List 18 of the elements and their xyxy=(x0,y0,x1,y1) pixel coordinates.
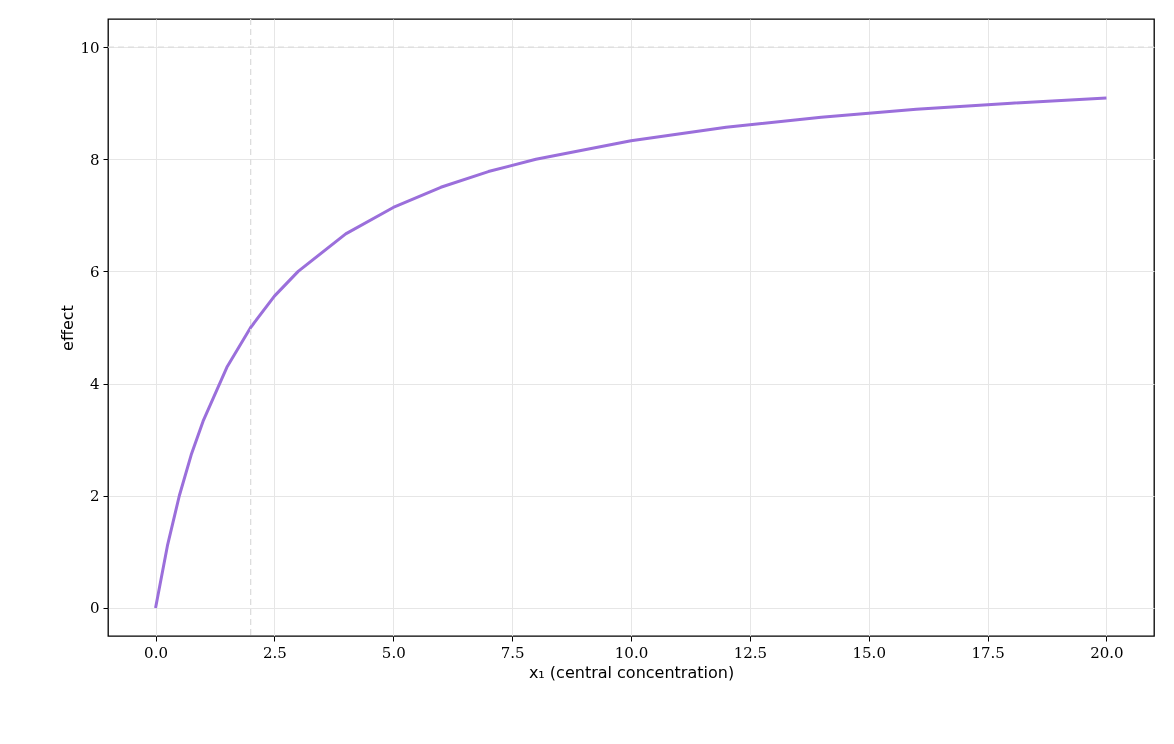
x-tick-label: 7.5 xyxy=(500,643,525,662)
x-tick-label: 10.0 xyxy=(614,643,649,662)
x-tick-label: 0.0 xyxy=(144,643,168,662)
y-tick-label: 8 xyxy=(89,150,100,169)
x-tick-label: 20.0 xyxy=(1090,643,1124,662)
x-tick-label: 2.5 xyxy=(262,643,287,662)
x-tick-label: 12.5 xyxy=(733,643,768,662)
x-axis-title: x₁ (central concentration) xyxy=(528,662,735,682)
y-tick-label: 2 xyxy=(89,487,100,506)
y-tick-label: 10 xyxy=(80,38,100,57)
y-tick-label: 4 xyxy=(89,375,100,394)
x-tick-label: 17.5 xyxy=(971,643,1005,662)
x-tick-label: 15.0 xyxy=(852,643,886,662)
x-tick-label: 5.0 xyxy=(381,643,406,662)
y-tick-label: 6 xyxy=(89,262,100,281)
y-tick-label: 0 xyxy=(89,599,100,618)
line-series xyxy=(154,96,1108,610)
y-axis-title: effect xyxy=(58,305,78,351)
